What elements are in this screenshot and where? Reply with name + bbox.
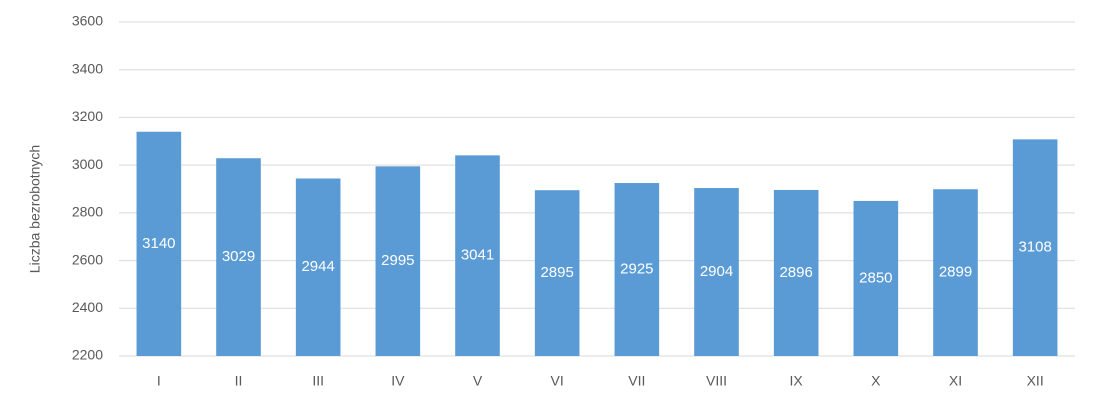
x-tick-label: X <box>871 373 881 389</box>
x-tick-label: I <box>157 373 161 389</box>
x-tick-label: V <box>473 373 483 389</box>
value-label: 2896 <box>779 264 812 281</box>
y-tick-label: 3400 <box>72 60 103 76</box>
value-label: 2944 <box>301 258 334 275</box>
value-label: 3140 <box>142 235 175 252</box>
x-tick-label: IV <box>391 373 405 389</box>
x-tick-label: III <box>312 373 324 389</box>
bar <box>614 183 660 356</box>
bar <box>455 155 500 356</box>
value-label: 2899 <box>939 264 972 281</box>
bar <box>933 189 978 356</box>
x-tick-label: XI <box>949 373 962 389</box>
y-axis-label: Liczba bezrobotnych <box>27 145 43 273</box>
y-tick-label: 3000 <box>72 156 103 172</box>
value-label: 2925 <box>620 260 653 277</box>
value-label: 2850 <box>859 269 892 286</box>
value-label: 2904 <box>700 263 733 280</box>
bar <box>375 166 421 356</box>
x-tick-label: II <box>235 373 243 389</box>
bar <box>1012 139 1058 356</box>
x-tick-label: XII <box>1027 373 1044 389</box>
x-tick-label: IX <box>790 373 804 389</box>
value-label: 2895 <box>540 264 573 281</box>
bar <box>853 200 899 356</box>
y-tick-label: 2800 <box>72 204 103 220</box>
bar <box>694 188 739 356</box>
value-label: 2995 <box>381 252 414 269</box>
y-tick-label: 2600 <box>72 251 103 267</box>
y-tick-label: 3600 <box>72 13 103 29</box>
x-tick-label: VI <box>551 373 564 389</box>
bar <box>136 131 182 356</box>
x-tick-label: VII <box>628 373 645 389</box>
bar <box>216 158 261 356</box>
value-label: 3029 <box>222 248 255 265</box>
bar <box>534 190 580 356</box>
value-label: 3041 <box>461 247 494 264</box>
x-tick-label: VIII <box>706 373 727 389</box>
y-tick-label: 2400 <box>72 299 103 315</box>
value-label: 3108 <box>1018 239 1051 256</box>
y-tick-label: 3200 <box>72 108 103 124</box>
y-tick-label: 2200 <box>72 347 103 363</box>
bar <box>773 189 819 356</box>
bar <box>295 178 341 356</box>
